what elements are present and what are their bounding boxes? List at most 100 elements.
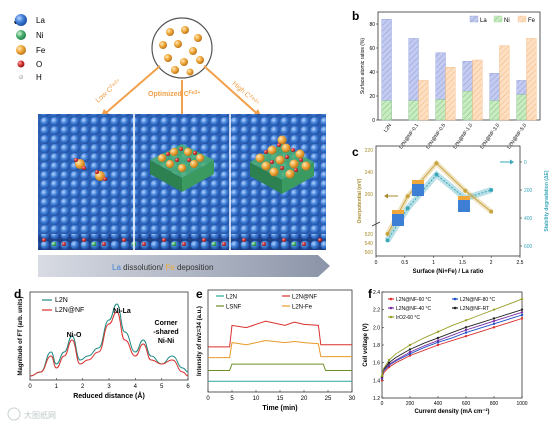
annotation-ni-o: Ni-O <box>67 332 82 339</box>
legend-label: L2N@NF-40 °C <box>396 306 432 312</box>
h-atom-icon <box>18 74 24 80</box>
series-marker <box>408 352 412 356</box>
annotation-corner: Corner <box>155 320 178 327</box>
watermark: 大图纸网 <box>7 407 56 421</box>
series-marker <box>464 334 468 338</box>
series-line <box>208 339 352 359</box>
series-marker <box>464 319 468 322</box>
series-marker <box>520 317 524 320</box>
x-tick-label: 15 <box>277 396 284 402</box>
y-tick-label: 0 <box>372 118 375 124</box>
chart-c: 0 0.5 1 1.5 2 2.5 Surface (Ni+Fe) / La ratio 22… <box>357 145 550 275</box>
x-tick-label: 4 <box>134 384 138 390</box>
legend-label: L2N@NF <box>292 295 317 301</box>
watermark-text: 大图纸网 <box>24 410 56 420</box>
bar-ni <box>408 100 419 121</box>
legend-label: L2N@NF-60 °C <box>396 297 432 303</box>
y-tick-label: 80 <box>369 22 375 28</box>
series-marker <box>464 328 468 332</box>
chart-d: 0 1 2 3 4 5 6 Reduced distance (Å) Magnitude of … <box>18 291 190 400</box>
y-right-tick-label: 0 <box>524 160 527 166</box>
y-axis-label: Surface atomic ratios (%) <box>360 38 366 94</box>
legend-marker <box>389 306 393 310</box>
x-tick-label: 10 <box>253 396 260 402</box>
series-marker <box>492 317 496 320</box>
series-line <box>208 363 352 371</box>
x-axis-label: Reduced distance (Å) <box>73 391 145 400</box>
legend-label: L2N@NF <box>55 307 84 314</box>
x-tick-label: 0 <box>28 384 32 390</box>
la-atom-icon <box>15 14 27 26</box>
y-axis-label: Intensity of m/z=34 (a.u.) <box>197 306 203 376</box>
watermark-logo-icon <box>7 407 21 421</box>
legend-label-la: La <box>36 16 45 25</box>
x-axis-label: Current density (mA cm⁻²) <box>415 408 490 415</box>
annotation-ni-la: Ni-La <box>113 308 131 315</box>
series-marker <box>520 313 524 317</box>
x-tick-label: 5 <box>160 384 164 390</box>
chart-e: 0 5 10 15 20 25 30 Time (min) Intensity of m/z=3… <box>197 289 356 412</box>
legend-label-h: H <box>36 73 42 82</box>
y-tick-label: 1.2 <box>373 396 380 402</box>
x-tick-label: L2N <box>383 122 393 133</box>
x-tick-label: 0 <box>206 396 210 402</box>
stability-point <box>385 238 390 243</box>
legend-label: La <box>480 18 487 24</box>
series-marker <box>520 311 524 314</box>
bar-fe <box>472 59 483 121</box>
series-marker <box>436 339 440 342</box>
panel-label-d: d <box>14 287 21 301</box>
panel-d: d 0 1 2 3 4 5 6 Reduced distance (Å) Magnitude o… <box>14 287 190 400</box>
bar-ni <box>435 99 446 121</box>
dissolution-deposition-arrow: La dissolution/ Fe deposition <box>38 255 330 277</box>
panel-b: b 0 20 40 60 80 Surface atomic ratios (%) L2N L… <box>352 9 541 150</box>
series-line <box>381 311 523 378</box>
series-marker <box>408 350 412 354</box>
arrow-caption: La dissolution/ Fe deposition <box>112 263 213 272</box>
series-marker <box>492 322 496 325</box>
bar-ni <box>489 100 500 121</box>
series-marker <box>492 308 496 311</box>
panel-c: c 0 0.5 1 1.5 2 2.5 Surface (Ni+Fe) / La ratio… <box>352 145 550 275</box>
panel-e: e 0 5 10 15 20 25 30 Time (min) Intensity of m/z… <box>196 287 356 412</box>
stability-point <box>489 188 494 192</box>
y-right-tick-label: 600 <box>524 244 533 250</box>
series-marker <box>436 330 440 333</box>
y-tick-label: 2.2 <box>373 308 380 314</box>
x-tick-label: 2 <box>81 384 85 390</box>
legend-label: L2N <box>55 297 68 304</box>
bar-ni <box>462 90 473 121</box>
panel-label-e: e <box>196 287 203 301</box>
legend-label: IrO2-60 °C <box>396 315 420 321</box>
x-axis-label: Surface (Ni+Fe) / La ratio <box>413 269 484 275</box>
x-tick-label: 20 <box>301 396 308 402</box>
legend-label-o: O <box>36 60 42 69</box>
series-marker <box>436 341 440 344</box>
series-marker <box>408 348 412 351</box>
legend-label: L2N <box>226 295 237 301</box>
legend-label-ni: Ni <box>36 31 44 40</box>
series-marker <box>436 343 440 347</box>
x-tick-label: 1.5 <box>459 260 466 266</box>
annotation-ni-ni: Ni-Ni <box>158 338 174 345</box>
y-left-tick-label: 540 <box>365 241 374 247</box>
x-tick-label: 2 <box>490 260 493 266</box>
y-tick-label: 1.8 <box>373 343 380 349</box>
overpotential-point <box>405 194 410 199</box>
legend-marker <box>389 315 393 319</box>
x-tick-label: 30 <box>349 396 356 402</box>
bar-ni <box>381 100 392 121</box>
legend-label: L2N@NF-80 °C <box>460 297 496 303</box>
bar-fe <box>499 45 510 121</box>
plot-frame <box>29 291 189 381</box>
y-left-tick-label: 220 <box>365 148 374 154</box>
x-tick-label: 600 <box>462 401 471 407</box>
series-marker <box>380 379 384 382</box>
panel-f: f 0 200 400 600 800 1000 1.2 1.4 1.6 1.8 2.0 2.2 2.4… <box>363 287 528 415</box>
y-right-tick-label: 200 <box>524 188 533 194</box>
low-fe-deposits <box>74 158 107 181</box>
legend-label: Fe <box>528 18 536 24</box>
legend-marker <box>389 297 393 301</box>
series-marker <box>492 326 496 329</box>
